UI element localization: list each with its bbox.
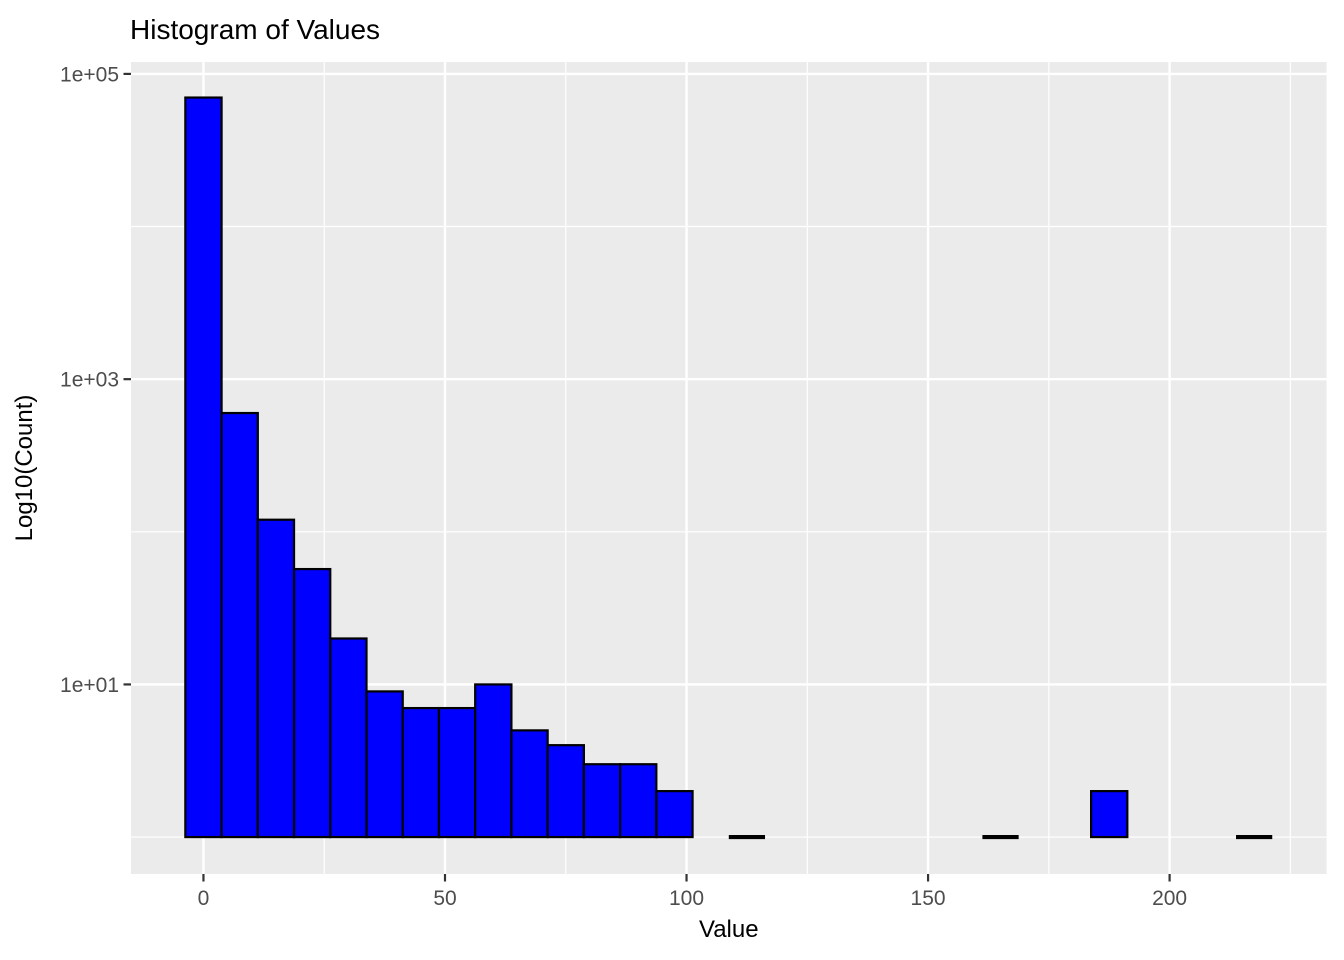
x-tick-label: 50 (433, 887, 456, 910)
histogram-bar (184, 96, 223, 839)
histogram-bar (256, 518, 296, 839)
histogram-bar (510, 729, 549, 839)
y-tick-label: 1e+05 (60, 63, 119, 86)
histogram-bar (365, 690, 404, 839)
histogram-bar (401, 706, 441, 839)
histogram-bar (437, 706, 477, 839)
histogram-bar (329, 637, 368, 839)
y-axis-title: Log10(Count) (11, 395, 38, 542)
histogram-bar (220, 411, 259, 839)
axis-tick-marks (123, 72, 1171, 882)
histogram-bar (1090, 790, 1129, 839)
histogram-bars (184, 96, 1273, 840)
y-tick-label: 1e+03 (60, 369, 119, 392)
axis-tick-labels: 0 50 100 150 200 1e+01 1e+03 1e+05 (60, 63, 1187, 910)
y-tick-label: 1e+01 (60, 674, 119, 697)
histogram-bar (582, 763, 622, 839)
histogram-bar (655, 790, 694, 839)
histogram-bar (546, 744, 585, 839)
x-tick-label: 200 (1152, 887, 1187, 910)
chart-title: Histogram of Values (130, 14, 380, 45)
histogram-bar (474, 683, 513, 839)
x-tick-label: 150 (911, 887, 946, 910)
x-tick-label: 100 (669, 887, 704, 910)
histogram-bar (292, 567, 332, 839)
x-axis-title: Value (699, 916, 759, 943)
histogram-bar (619, 763, 658, 839)
x-tick-label: 0 (198, 887, 210, 910)
